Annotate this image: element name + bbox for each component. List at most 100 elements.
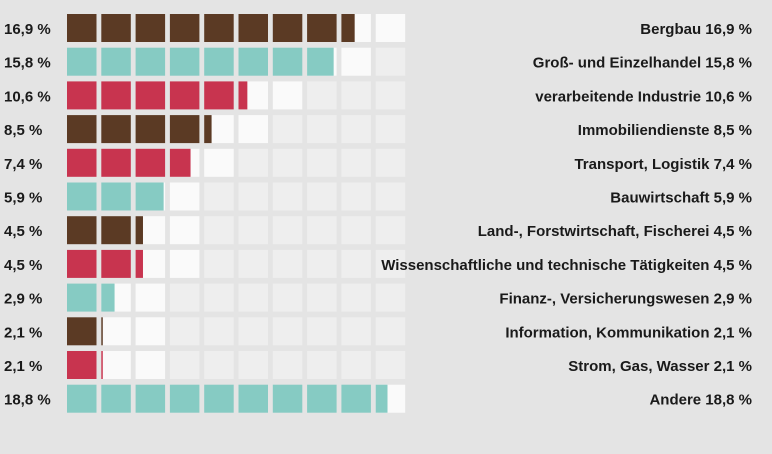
bar-cell-empty [341,317,371,346]
bar-cell-empty [204,216,234,245]
bar-cell-empty [341,81,371,110]
bar-cell-empty [375,182,406,211]
value-label: 2,1 % [4,324,42,341]
bar-cell-partial-bg [101,317,131,346]
bar-cell-filled [272,14,303,42]
bar-cell-partial [238,81,248,110]
category-label: Immobiliendienste 8,5 % [578,122,752,139]
bar-cell-empty [272,182,303,211]
bar-cell-empty [341,182,371,211]
bar-cell-empty [204,249,234,278]
bar-cell-empty [375,115,406,144]
bar-cell-filled [169,81,200,110]
bar-cell-empty [341,216,371,245]
bar-cell-empty [272,81,303,110]
bar-cell-empty [238,182,268,211]
bar-cell-empty [204,283,234,312]
bar-cell-filled [204,14,234,42]
bar-cell-filled [67,351,97,379]
value-label: 15,8 % [4,55,51,72]
value-label: 4,5 % [4,223,42,240]
bar-cell-empty [272,351,303,379]
bar-cell-empty [238,216,268,245]
bar-cell-empty [307,216,337,245]
bar-row: 4,5 % Land-, Forstwirtschaft, Fischerei 4… [4,216,752,245]
bar-cell-filled [67,115,97,144]
category-label: Bauwirtschaft 5,9 % [610,190,752,207]
bar-cell-empty [204,148,234,177]
bar-row: 5,9 % Bauwirtschaft 5,9 % [4,182,752,211]
bar-cell-empty [307,115,337,144]
bar-cell-partial [204,115,212,144]
bar-cell-filled [169,14,200,42]
bar-cell-filled [67,249,97,278]
bar-cell-empty [307,148,337,177]
bar-cell-empty [307,351,337,379]
bar-cell-filled [67,81,97,110]
bar-cell-filled [101,182,131,211]
bar-cell-filled [169,384,200,413]
bar-cell-filled [238,47,268,76]
bar-cell-partial [135,249,143,278]
bar-cell-empty [169,216,200,245]
bar-cell-filled [135,115,166,144]
bar-cell-empty [375,81,406,110]
bar-cell-filled [67,317,97,346]
bar-cell-partial [101,283,115,312]
bar-cell-empty [238,317,268,346]
bar-cell-filled [101,148,131,177]
bar-row: 8,5 % Immobiliendienste 8,5 % [4,115,752,144]
bar-cell-empty [272,249,303,278]
bar-cell-filled [135,14,166,42]
bar-cell-filled [101,47,131,76]
bar-cell-filled [101,81,131,110]
bar-cell-partial [341,14,355,42]
bar-cell-filled [101,249,131,278]
bar-cell-empty [169,249,200,278]
bar-cell-empty [307,182,337,211]
bar-cell-empty [135,283,166,312]
category-label: verarbeitende Industrie 10,6 % [535,88,752,105]
bar-cell-partial-bg [101,351,131,379]
bar-cell-partial [375,384,388,413]
bar-cell-filled [204,81,234,110]
category-label: Information, Kommunikation 2,1 % [505,324,752,341]
bar-cell-empty [375,148,406,177]
bar-cell-empty [169,283,200,312]
bar-cell-empty [204,351,234,379]
bar-cell-empty [169,182,200,211]
bar-cell-empty [307,283,337,312]
value-label: 5,9 % [4,190,42,207]
value-label: 18,8 % [4,392,51,409]
bar-cell-filled [272,47,303,76]
bar-cell-empty [169,351,200,379]
bar-cell-filled [67,148,97,177]
bar-cell-empty [341,115,371,144]
bar-row: 2,9 % Finanz-, Versicherungswesen 2,9 % [4,283,752,312]
bar-cell-empty [272,283,303,312]
bar-cell-filled [67,182,97,211]
bar-row: 18,8 % Andere 18,8 % [4,384,752,413]
bar-cell-empty [169,317,200,346]
bar-cell-empty [204,182,234,211]
bar-cell-empty [375,47,406,76]
bar-cell-filled [169,115,200,144]
bar-cell-empty [272,216,303,245]
bar-cell-filled [101,115,131,144]
bar-cell-empty [375,283,406,312]
category-label: Transport, Logistik 7,4 % [574,156,752,173]
bar-cell-empty [272,115,303,144]
category-label: Land-, Forstwirtschaft, Fischerei 4,5 % [478,223,752,240]
bar-cell-empty [341,351,371,379]
bar-cell-empty [375,351,406,379]
category-label: Strom, Gas, Wasser 2,1 % [568,358,752,375]
bar-cell-partial [101,317,103,346]
bar-cell-filled [341,384,371,413]
bar-cell-filled [101,384,131,413]
bar-cell-empty [375,216,406,245]
bar-cell-empty [375,317,406,346]
bar-row: 10,6 % verarbeitende Industrie 10,6 % [4,81,752,110]
bar-cell-filled [307,384,337,413]
bar-cell-empty [307,317,337,346]
